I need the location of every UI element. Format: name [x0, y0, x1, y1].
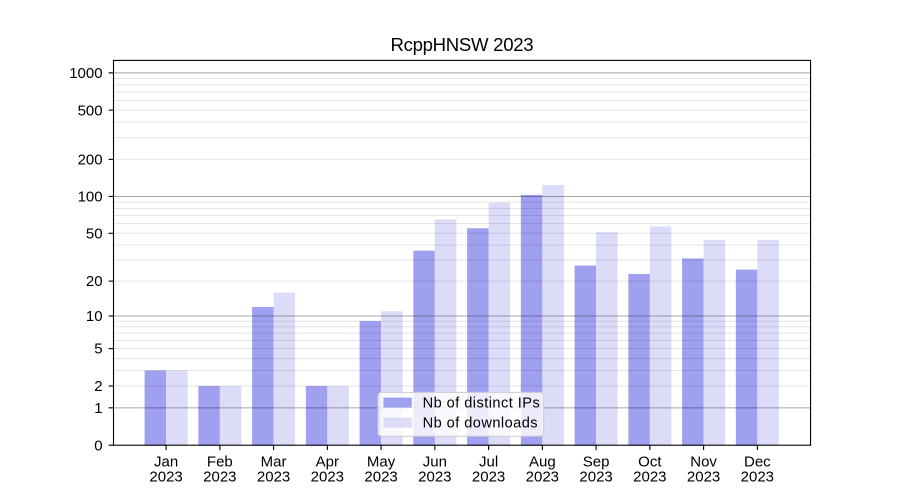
svg-text:2023: 2023	[364, 468, 397, 485]
svg-text:1: 1	[94, 400, 102, 417]
svg-text:5: 5	[94, 341, 102, 358]
svg-text:200: 200	[78, 151, 103, 168]
svg-text:May: May	[367, 453, 396, 470]
svg-text:Jun: Jun	[423, 453, 447, 470]
svg-text:2023: 2023	[203, 468, 236, 485]
svg-text:2023: 2023	[257, 468, 290, 485]
svg-text:2023: 2023	[418, 468, 451, 485]
svg-text:Dec: Dec	[744, 453, 771, 470]
svg-text:Sep: Sep	[583, 453, 610, 470]
svg-text:2023: 2023	[633, 468, 666, 485]
svg-text:1000: 1000	[69, 65, 102, 82]
svg-text:2023: 2023	[687, 468, 720, 485]
svg-text:100: 100	[78, 189, 103, 206]
svg-text:Mar: Mar	[261, 453, 287, 470]
svg-text:500: 500	[78, 102, 103, 119]
svg-text:10: 10	[86, 308, 103, 325]
svg-text:2023: 2023	[472, 468, 505, 485]
svg-text:0: 0	[94, 437, 102, 454]
svg-text:20: 20	[86, 273, 103, 290]
svg-text:Feb: Feb	[207, 453, 233, 470]
svg-text:2023: 2023	[741, 468, 774, 485]
svg-text:Apr: Apr	[316, 453, 339, 470]
svg-text:50: 50	[86, 225, 103, 242]
svg-text:2023: 2023	[579, 468, 612, 485]
svg-text:Nov: Nov	[690, 453, 717, 470]
svg-text:2023: 2023	[526, 468, 559, 485]
svg-text:Aug: Aug	[529, 453, 556, 470]
svg-text:2023: 2023	[149, 468, 182, 485]
svg-text:RcppHNSW 2023: RcppHNSW 2023	[390, 34, 533, 55]
svg-text:Jul: Jul	[479, 453, 498, 470]
svg-text:2: 2	[94, 378, 102, 395]
svg-text:Nb of distinct IPs: Nb of distinct IPs	[423, 396, 541, 412]
svg-text:2023: 2023	[311, 468, 344, 485]
svg-text:Jan: Jan	[154, 453, 178, 470]
svg-text:Nb of downloads: Nb of downloads	[423, 416, 538, 432]
svg-text:Oct: Oct	[638, 453, 662, 470]
